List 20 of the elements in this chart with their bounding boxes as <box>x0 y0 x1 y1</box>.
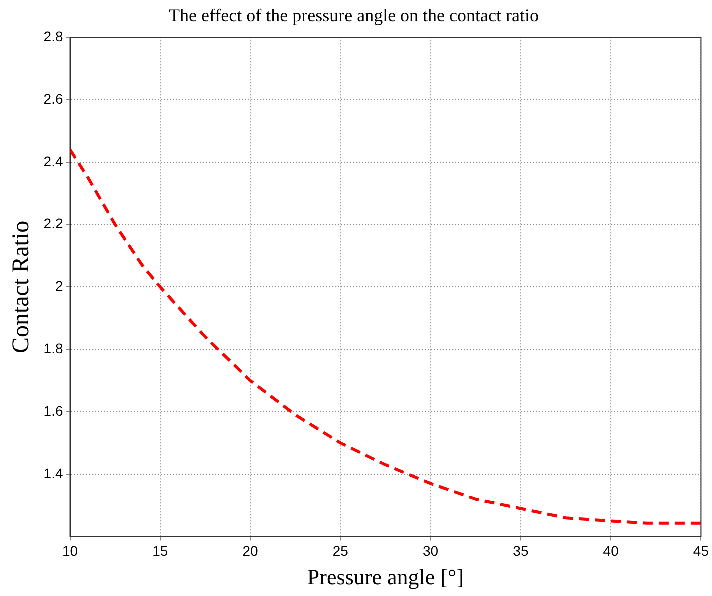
x-tick-label: 35 <box>513 543 529 560</box>
line-series <box>70 148 702 525</box>
y-tick-label: 2.2 <box>44 216 64 232</box>
y-tick-label: 2.4 <box>44 153 64 170</box>
x-tick-label: 25 <box>332 543 349 560</box>
x-tick-label: 40 <box>603 543 620 560</box>
chart-title: The effect of the pressure angle on the contact ratio <box>168 6 540 26</box>
y-axis-title: Contact Ratio <box>8 220 35 354</box>
x-axis-title: Pressure angle [°] <box>307 564 464 590</box>
y-tick-label: 2.8 <box>44 28 64 44</box>
x-tick-label: 10 <box>62 543 78 560</box>
x-tick-label: 15 <box>152 543 168 560</box>
y-tick-label: 2.6 <box>44 90 64 107</box>
y-tick-label: 1.8 <box>44 340 64 356</box>
x-tick-label: 30 <box>423 543 439 560</box>
x-tick-label: 20 <box>242 543 259 560</box>
x-tick-label: 45 <box>693 543 710 560</box>
y-tick-label: 2 <box>55 278 64 294</box>
y-tick-label: 1.6 <box>44 402 64 419</box>
y-tick-label: 1.4 <box>44 465 64 482</box>
